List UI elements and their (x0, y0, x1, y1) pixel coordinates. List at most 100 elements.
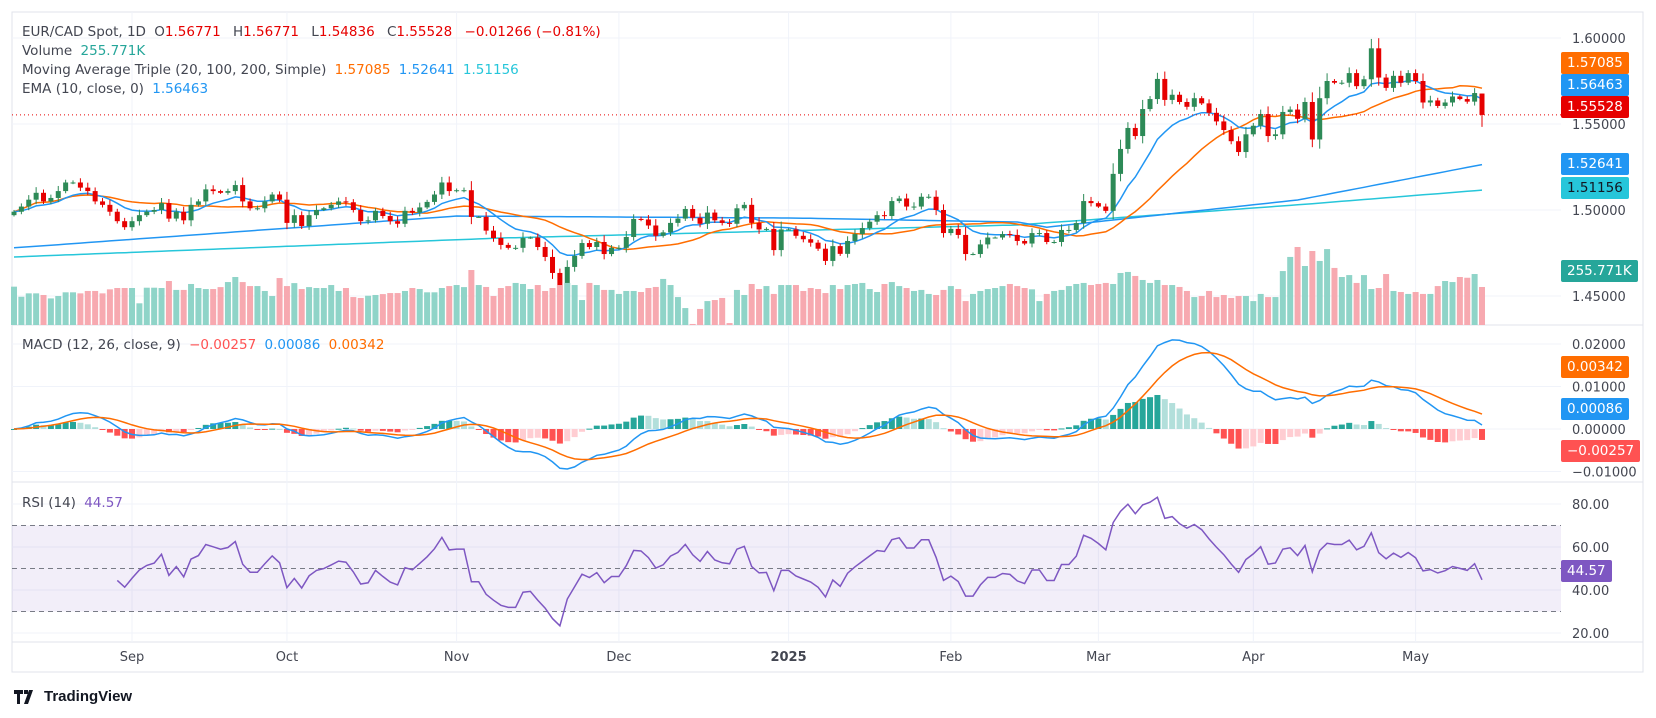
macd-histogram-bar (1228, 429, 1235, 444)
volume-bar (770, 293, 777, 325)
brand-name: TradingView (44, 688, 133, 705)
volume-bar (1169, 285, 1176, 325)
price-pane[interactable] (11, 38, 1562, 293)
macd-histogram-bar (1191, 418, 1198, 429)
candle-body (1449, 96, 1455, 103)
candle-body (218, 191, 224, 193)
volume-bar (638, 292, 645, 325)
sma20-line (13, 85, 1483, 251)
candle-body (92, 191, 98, 202)
ma-legend[interactable]: Moving Average Triple (20, 100, 200, Sim… (22, 62, 523, 78)
rsi-axis-label: 60.00 (1572, 541, 1609, 556)
volume-bar (1029, 289, 1036, 325)
candle-body (881, 215, 887, 217)
candle-body (616, 247, 622, 249)
candle-body (1014, 234, 1020, 241)
volume-bar (999, 286, 1006, 325)
volume-bar (497, 287, 504, 325)
macd-pane[interactable] (11, 339, 1485, 470)
macd-histogram-bar (837, 429, 844, 437)
macd-histogram-bar (874, 422, 881, 429)
volume-bar (807, 287, 814, 325)
ema-legend[interactable]: EMA (10, close, 0) 1.56463 (22, 81, 212, 97)
volume-bar (409, 287, 416, 325)
time-axis-label: Sep (120, 650, 145, 665)
macd-histogram-bar (320, 429, 327, 433)
candle-body (586, 243, 592, 247)
volume-bar (84, 290, 91, 325)
candle-body (1435, 100, 1441, 106)
volume-bar (1080, 282, 1087, 325)
candle-body (970, 254, 976, 256)
macd-histogram-bar (1375, 423, 1382, 429)
candle-body (527, 237, 533, 239)
macd-histogram-bar (586, 428, 593, 430)
candle-body (1000, 234, 1006, 238)
rsi-pane[interactable] (12, 496, 1561, 628)
candle-body (1420, 81, 1426, 103)
candle-body (704, 212, 710, 224)
volume-bar (306, 287, 313, 325)
macd-histogram-bar (306, 429, 313, 436)
candle-body (203, 189, 209, 202)
candle-body (144, 211, 150, 216)
candle-body (653, 225, 659, 236)
macd-histogram-bar (188, 429, 195, 430)
macd-histogram-bar (342, 427, 349, 429)
volume-bar (542, 290, 549, 325)
volume-bar (136, 303, 143, 325)
volume-bar (711, 300, 718, 325)
symbol-legend[interactable]: EUR/CAD Spot, 1D O1.56771 H1.56771 L1.54… (22, 24, 605, 40)
macd-histogram-bar (1434, 429, 1441, 443)
macd-histogram-bar (527, 429, 534, 439)
candle-body (668, 222, 674, 233)
volume-bar (372, 294, 379, 325)
macd-histogram-bar (689, 418, 696, 429)
macd-histogram-bar (571, 429, 578, 438)
candle-body (505, 244, 511, 248)
macd-signal-label: 0.00342 (1561, 356, 1629, 378)
volume-legend[interactable]: Volume 255.771K (22, 43, 149, 59)
volume-bar (40, 294, 47, 325)
volume-bar (1279, 271, 1286, 325)
macd-histogram-bar (1198, 422, 1205, 429)
macd-legend[interactable]: MACD (12, 26, close, 9) −0.00257 0.00086… (22, 337, 388, 353)
macd-histogram-bar (350, 428, 357, 430)
volume-bar (165, 281, 172, 325)
macd-histogram-bar (1294, 429, 1301, 437)
volume-bar (25, 293, 32, 325)
ma200-value: 1.51156 (462, 62, 519, 78)
macd-histogram-bar (630, 417, 637, 429)
volume-bar (704, 301, 711, 325)
macd-histogram-bar (1029, 429, 1036, 432)
candle-body (1383, 77, 1389, 88)
candle-body (1398, 75, 1404, 83)
volume-bar (682, 308, 689, 325)
volume-bar (387, 293, 394, 325)
ema-price-label: 1.56463 (1561, 74, 1629, 96)
candle-body (1132, 127, 1138, 137)
volume-bar (1242, 296, 1249, 325)
rsi-legend[interactable]: RSI (14) 44.57 (22, 495, 127, 511)
candle-body (1051, 241, 1057, 243)
candle-body (85, 187, 91, 192)
rsi-value: 44.57 (84, 495, 123, 511)
candle-body (1457, 96, 1463, 100)
macd-histogram-bar (1242, 429, 1249, 449)
candle-body (1066, 229, 1072, 231)
macd-histogram-bar (92, 427, 99, 429)
volume-bar (483, 286, 490, 325)
volume-bar (416, 289, 423, 325)
volume-bar (652, 286, 659, 325)
volume-bar (1397, 292, 1404, 325)
tradingview-logo[interactable]: TradingView (14, 688, 132, 705)
time-axis-label: Nov (444, 650, 470, 665)
candle-body (424, 201, 430, 208)
macd-histogram-bar (807, 429, 814, 436)
candle-body (1250, 125, 1256, 135)
candle-body (1479, 93, 1485, 115)
macd-histogram-bar (918, 418, 925, 429)
macd-histogram-bar (1095, 418, 1102, 429)
candle-body (660, 232, 666, 236)
